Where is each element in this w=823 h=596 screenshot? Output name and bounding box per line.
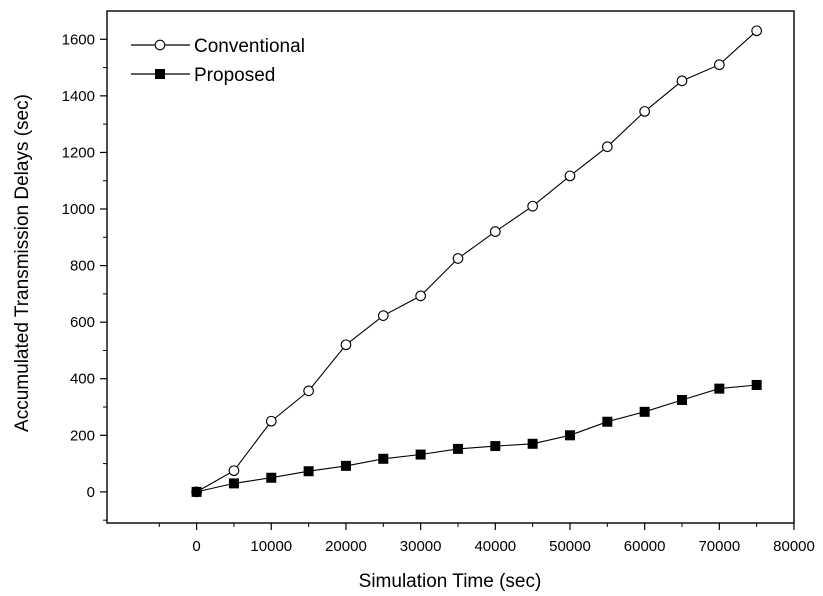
point-conventional [639,106,651,117]
x-tick-label: 40000 [474,538,516,555]
point-conventional [601,141,613,153]
point-conventional [751,25,763,37]
point-conventional [527,200,538,212]
legend: Conventional Proposed [131,36,305,86]
y-tick-label: 0 [87,484,95,501]
point-conventional [340,339,352,351]
point-conventional [676,75,688,87]
point-proposed [228,478,239,489]
point-proposed [639,406,650,417]
point-conventional [377,310,389,322]
series-layer [191,25,763,498]
point-proposed [751,379,762,390]
x-tick-label: 50000 [549,538,591,555]
legend-conventional-marker [154,39,166,51]
ticks: 0 10000 20000 30000 40000 50000 60000 70000 8000… [62,31,815,555]
y-tick-label: 800 [70,258,95,275]
point-proposed [490,441,501,452]
x-tick-label: 70000 [698,538,740,555]
x-tick-label: 60000 [624,538,666,555]
legend-conventional-label: Conventional [194,36,305,57]
point-conventional [228,465,240,477]
point-proposed [676,394,687,405]
y-tick-label: 1400 [62,88,95,105]
x-tick-label: 30000 [400,538,442,555]
x-tick-label: 0 [192,538,200,555]
point-proposed [340,460,351,471]
y-tick-label: 1600 [62,31,95,48]
point-proposed [602,416,613,427]
y-tick-label: 200 [70,427,95,444]
x-tick-label: 10000 [250,538,292,555]
point-proposed [452,443,463,454]
y-tick-label: 1000 [62,201,95,218]
series-line-proposed [196,384,757,493]
legend-proposed-label: Proposed [194,65,275,86]
point-proposed [191,486,202,497]
point-conventional [713,59,725,71]
point-proposed [266,472,277,483]
point-conventional [265,415,277,427]
point-conventional [415,290,426,302]
point-conventional [452,253,464,264]
point-proposed [415,449,426,460]
point-proposed [564,430,575,441]
point-conventional [489,226,501,237]
point-proposed [714,383,725,394]
x-tick-label: 80000 [773,538,815,555]
plot-frame [106,10,795,524]
series-line-conventional [196,30,758,493]
point-proposed [378,453,389,464]
y-tick-label: 600 [70,314,95,331]
x-axis-label: Simulation Time (sec) [359,571,542,592]
x-tick-label: 20000 [325,538,367,555]
point-conventional [564,170,576,182]
point-proposed [527,438,538,449]
legend-proposed-marker [155,69,165,79]
point-conventional [303,385,314,397]
y-axis-label: Accumulated Transmission Delays (sec) [12,94,33,432]
y-tick-label: 1200 [62,144,95,161]
point-proposed [303,466,314,477]
y-tick-label: 400 [70,371,95,388]
